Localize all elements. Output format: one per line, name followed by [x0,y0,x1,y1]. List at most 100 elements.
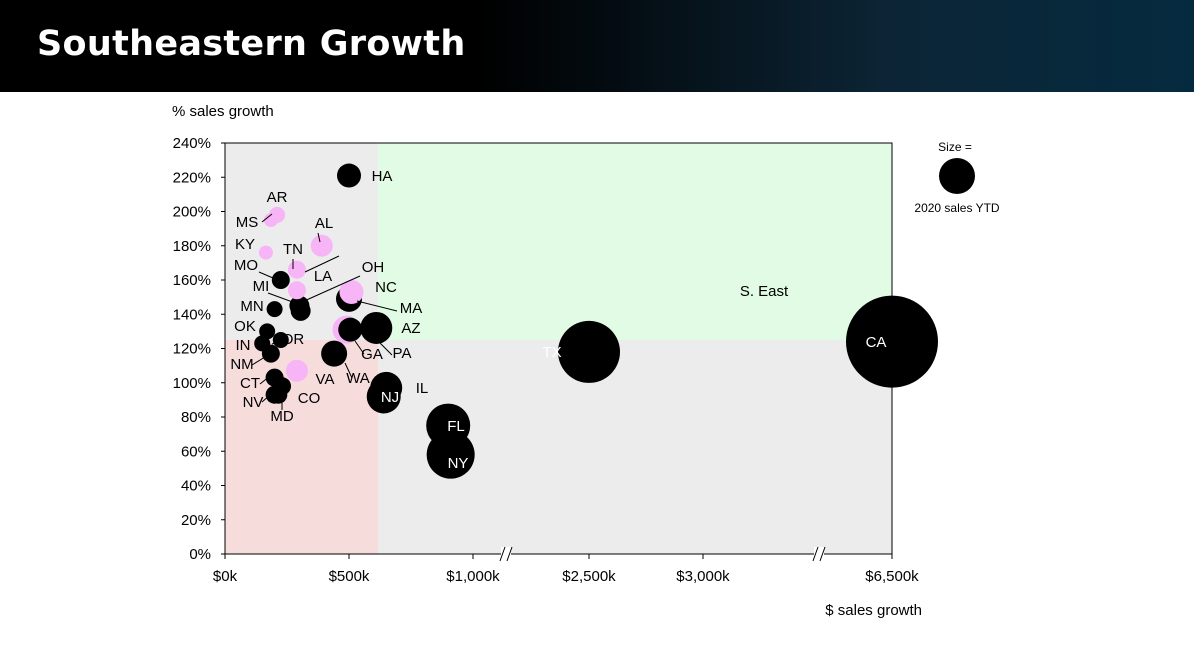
point-label-in: IN [236,337,251,354]
x-tick-label: $3,000k [676,568,730,585]
y-tick-label: 180% [173,238,211,255]
bubble-oh [290,300,311,321]
axis-break-gap [501,547,511,561]
leader-pa [379,342,393,356]
bubble-ok [259,323,276,340]
leader-wa [344,362,353,379]
bubble-wa [321,340,348,367]
y-tick-label: 20% [181,512,211,529]
x-axis-label: $ sales growth [825,602,922,619]
title-bar: Southeastern Growth [0,0,1194,92]
bubble-mo [271,271,290,289]
x-tick-label: $500k [329,568,370,585]
legend-size-bubble [939,158,975,194]
bubble-mn [266,301,283,318]
point-label-seast: S. East [740,283,789,300]
quadrant-high-growth [378,143,892,340]
point-label-ky: KY [235,236,255,253]
axis-break-mark [499,546,506,562]
y-tick-label: 0% [189,546,211,563]
leader-ct [259,375,271,385]
growth-bubble-chart: 0% 20% 40% 60% 80% 100% 120% 140% 160% 180% 200% 22… [172,103,1000,619]
y-tick-label: 100% [173,375,211,392]
axes: 0% 20% 40% 60% 80% 100% 120% 140% 160% 180% 200% 22… [172,103,922,619]
y-tick-label: 160% [173,272,211,289]
legend-caption: 2020 sales YTD [914,201,999,215]
leader-ga [354,340,365,355]
point-label-co: CO [298,390,321,407]
bubble-fl [426,403,471,448]
bubble-in [254,335,271,352]
point-label-tx: TX [542,344,561,361]
leader-mi [267,292,299,305]
point-label-la: LA [314,268,332,285]
leader-nv [261,387,279,403]
y-axis-label: % sales growth [172,103,274,120]
y-tick-label: 240% [173,135,211,152]
axis-break-mark [506,546,513,562]
point-label-ar: AR [267,189,288,206]
bubble-ky [258,245,273,260]
point-label-wa: WA [346,370,370,387]
leader-ma [356,300,398,312]
y-tick-label: 140% [173,306,211,323]
point-label-ga: GA [361,346,383,363]
point-label-ha: HA [372,168,393,185]
point-label-fl: FL [447,418,465,435]
point-label-mo: MO [234,257,258,274]
leader-sc [304,255,340,273]
point-label-nm: NM [230,356,253,373]
bubble-ms [263,213,278,228]
point-label-ok: OK [234,318,256,335]
y-tick-label: 80% [181,409,211,426]
point-label-pa: PA [393,345,412,362]
point-label-tn: TN [283,241,303,258]
point-label-al: AL [315,215,333,232]
bubble-or [272,331,289,348]
point-label-mn: MN [240,298,263,315]
y-tick-label: 60% [181,443,211,460]
point-label-nc: NC [375,279,397,296]
y-tick-label: 40% [181,478,211,495]
leader-oh [301,275,361,303]
axis-break-gap [814,547,824,561]
leader-mo [258,271,288,285]
bubble-pa [338,317,363,342]
bubble-il [370,371,403,404]
point-label-ny: NY [448,455,469,472]
point-label-ca: CA [866,334,887,351]
page-title: Southeastern Growth [37,24,466,64]
point-label-az: AZ [401,320,420,337]
bubble-tn [287,260,306,279]
leader-al [317,232,321,243]
axis-break-mark [819,546,826,562]
x-tick-label: $0k [213,568,238,585]
x-tick-label: $1,000k [446,568,500,585]
point-label-nv: NV [243,394,264,411]
bubble-tx [558,320,620,383]
point-label-nj: NJ [381,389,399,406]
y-tick-label: 200% [173,204,211,221]
leader-lines [251,213,398,410]
y-tick-label: 120% [173,341,211,358]
bubble-ca [846,295,938,388]
leader-ms [261,213,273,223]
point-label-ct: CT [240,375,260,392]
bubble-al [310,234,333,257]
leader-nm [251,356,266,366]
point-label-mi: MI [253,278,270,295]
bubble-md [265,385,284,404]
x-tick-label: $2,500k [562,568,616,585]
leader-or [271,339,284,345]
point-label-md: MD [270,408,293,425]
bubble-va [285,359,308,382]
bubble-az [360,311,393,344]
point-label-il: IL [416,380,429,397]
point-label-ms: MS [236,214,259,231]
legend-title: Size = [938,140,972,154]
bubble-nc [339,279,364,304]
bubble-ha [337,163,361,188]
bubble-la [287,281,306,300]
x-tick-label: $6,500k [865,568,919,585]
